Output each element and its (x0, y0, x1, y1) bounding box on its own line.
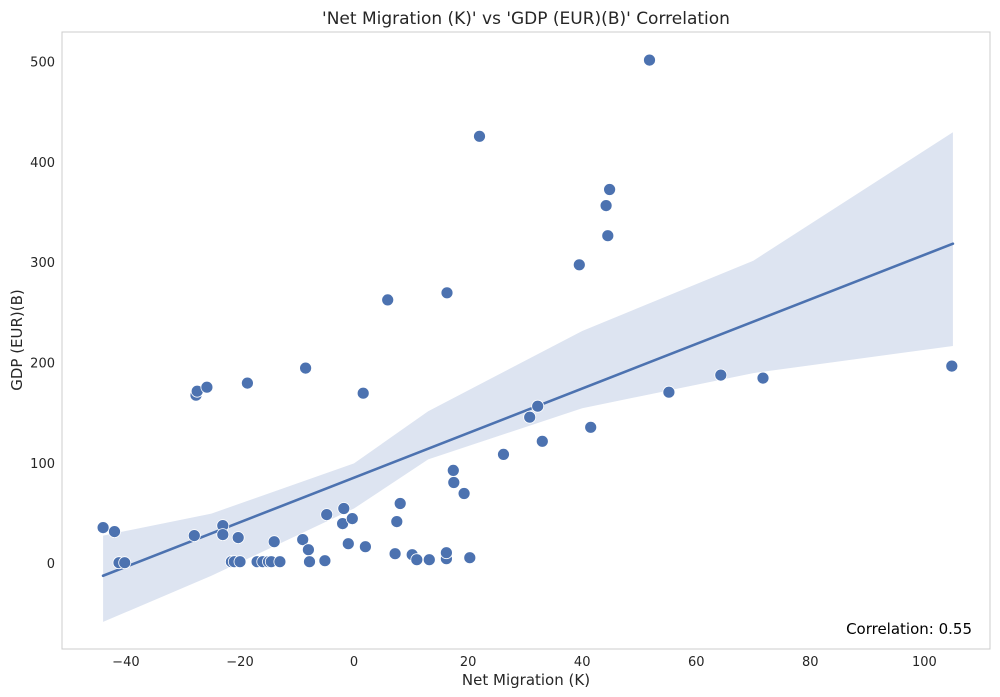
data-point (267, 535, 281, 549)
data-point (299, 361, 313, 375)
data-point (599, 199, 613, 213)
data-point (345, 512, 359, 525)
data-point (603, 183, 616, 196)
data-point (523, 410, 537, 424)
data-point (296, 533, 310, 546)
data-point (643, 53, 656, 67)
regression-line (101, 242, 955, 578)
y-axis-label: GDP (EUR)(B) (8, 289, 26, 391)
data-point (422, 553, 436, 567)
regression-line-layer (101, 242, 955, 578)
x-tick-label: 0 (350, 655, 358, 670)
data-point (358, 540, 372, 554)
data-point (233, 555, 247, 569)
x-tick-label: −20 (226, 655, 253, 670)
x-tick-label: 100 (912, 655, 937, 670)
data-point (446, 463, 460, 477)
data-point (473, 129, 486, 143)
data-point (200, 380, 214, 394)
data-point (714, 368, 728, 382)
data-point (662, 385, 676, 399)
y-axis-ticks: 0 100 200 300 400 500 (30, 56, 55, 573)
y-tick-label: 0 (47, 557, 55, 572)
x-axis-ticks: −40 −20 0 20 40 60 80 100 (112, 655, 937, 670)
correlation-annotation: Correlation: 0.55 (846, 620, 972, 638)
confidence-band-layer (103, 132, 953, 622)
data-point (584, 420, 598, 434)
data-point (118, 556, 132, 570)
y-tick-label: 200 (30, 357, 55, 372)
data-point (535, 434, 549, 448)
data-point (231, 531, 245, 544)
chart-title: 'Net Migration (K)' vs 'GDP (EUR)(B)' Co… (322, 9, 730, 29)
data-point (463, 551, 477, 565)
data-point (945, 359, 959, 373)
data-point (301, 543, 315, 557)
data-point (447, 476, 461, 489)
x-tick-label: 80 (802, 655, 819, 670)
data-point (393, 497, 407, 510)
data-point (439, 546, 453, 560)
data-point (320, 508, 334, 521)
data-point (96, 521, 110, 534)
data-point (337, 502, 351, 515)
data-point (273, 555, 287, 569)
x-tick-label: −40 (112, 655, 139, 670)
x-tick-label: 40 (574, 655, 591, 670)
data-point (187, 529, 201, 542)
data-point (216, 528, 230, 541)
confidence-band (103, 132, 953, 622)
data-point (341, 537, 355, 551)
x-tick-label: 60 (688, 655, 705, 670)
y-tick-label: 300 (30, 256, 55, 271)
data-point (318, 554, 332, 568)
data-point (240, 376, 254, 390)
data-point (440, 286, 454, 300)
y-tick-label: 100 (30, 457, 55, 472)
data-point (410, 553, 424, 567)
y-tick-label: 400 (30, 156, 55, 171)
data-point (108, 525, 121, 538)
data-point (756, 371, 770, 385)
data-point (572, 258, 586, 272)
data-point (457, 487, 471, 500)
data-point (303, 555, 316, 569)
data-point (601, 229, 615, 243)
y-tick-label: 500 (30, 56, 55, 71)
data-point (531, 399, 545, 413)
x-axis-label: Net Migration (K) (462, 671, 590, 689)
data-point (388, 547, 402, 561)
plot-frame (61, 31, 991, 650)
data-point (356, 386, 370, 400)
x-tick-label: 20 (460, 655, 477, 670)
data-point (381, 293, 395, 307)
data-points-layer (96, 53, 959, 570)
data-point (390, 515, 404, 528)
data-point (497, 447, 510, 461)
